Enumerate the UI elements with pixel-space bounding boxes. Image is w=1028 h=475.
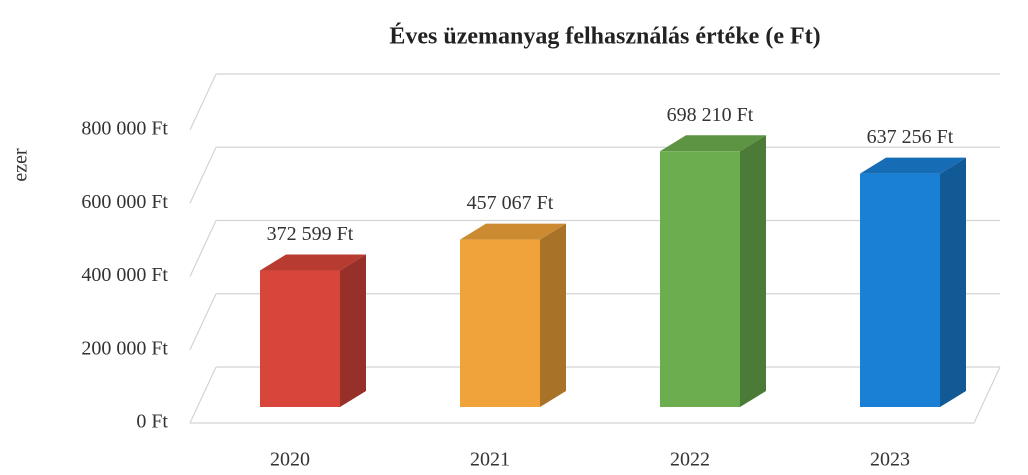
y-tick-label: 400 000 Ft	[81, 264, 168, 286]
bar-side	[540, 223, 566, 407]
y-tick-label: 600 000 Ft	[81, 191, 168, 213]
bar-top	[460, 223, 566, 240]
y-tick-label: 0 Ft	[136, 411, 168, 433]
bar	[260, 270, 340, 407]
data-label: 698 210 Ft	[667, 104, 754, 126]
chart-title: Éves üzemanyag felhasználás értéke (e Ft…	[389, 24, 820, 50]
y-tick-label: 200 000 Ft	[81, 337, 168, 359]
x-tick-label: 2021	[470, 449, 510, 471]
bar	[460, 239, 540, 407]
y-axis-label: ezer	[10, 148, 32, 182]
bar	[860, 173, 940, 407]
bar-side	[740, 135, 766, 408]
bar-top	[260, 254, 366, 271]
grid-line	[189, 220, 217, 277]
grid-line	[189, 366, 217, 424]
data-label: 637 256 Ft	[867, 126, 954, 148]
grid-line	[189, 73, 217, 131]
x-tick-label: 2023	[870, 449, 910, 471]
bar-top	[660, 135, 766, 152]
x-tick-label: 2020	[270, 449, 310, 471]
data-label: 457 067 Ft	[467, 192, 554, 214]
floor-line	[973, 366, 1001, 424]
bar-top	[860, 157, 966, 174]
bar-side	[940, 157, 966, 407]
grid-line	[189, 146, 217, 204]
bar-side	[340, 254, 366, 407]
y-tick-label: 800 000 Ft	[81, 118, 168, 140]
bar	[660, 151, 740, 407]
data-label: 372 599 Ft	[267, 223, 354, 245]
grid-line	[189, 293, 217, 351]
x-tick-label: 2022	[670, 449, 710, 471]
